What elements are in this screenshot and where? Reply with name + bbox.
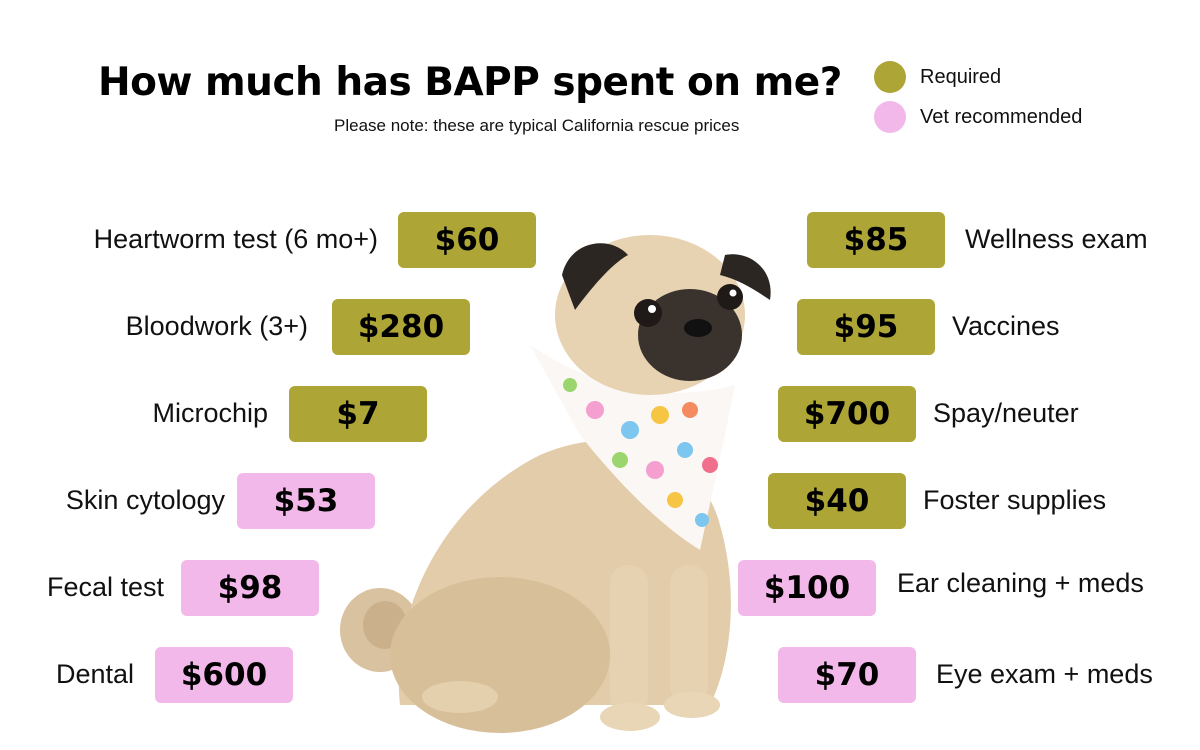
price-badge: $700 bbox=[778, 386, 916, 442]
cost-row-heartworm: Heartworm test (6 mo+) $60 bbox=[0, 212, 540, 268]
legend-required: Required bbox=[874, 61, 1001, 93]
cost-row-ear-cleaning: $100 Ear cleaning + meds bbox=[738, 560, 1193, 616]
price-badge: $53 bbox=[237, 473, 375, 529]
cost-row-dental: Dental $600 bbox=[0, 647, 300, 703]
cost-row-microchip: Microchip $7 bbox=[0, 386, 430, 442]
cost-row-eye-exam: $70 Eye exam + meds bbox=[778, 647, 1193, 703]
price-badge: $98 bbox=[181, 560, 319, 616]
legend-recommended: Vet recommended bbox=[874, 101, 1082, 133]
cost-label: Ear cleaning + meds bbox=[897, 568, 1144, 598]
price-badge: $100 bbox=[738, 560, 876, 616]
cost-row-fecal-test: Fecal test $98 bbox=[0, 560, 320, 616]
legend-required-label: Required bbox=[920, 65, 1002, 88]
page-subtitle: Please note: these are typical Californi… bbox=[334, 116, 740, 135]
cost-label: Bloodwork (3+) bbox=[125, 311, 308, 341]
cost-label: Microchip bbox=[152, 398, 268, 428]
required-dot-icon bbox=[874, 61, 906, 93]
price-badge: $7 bbox=[289, 386, 427, 442]
cost-label: Skin cytology bbox=[65, 485, 225, 515]
cost-row-foster-supplies: $40 Foster supplies bbox=[768, 473, 1188, 529]
cost-label: Wellness exam bbox=[965, 224, 1148, 254]
cost-row-vaccines: $95 Vaccines bbox=[797, 299, 1187, 355]
recommended-dot-icon bbox=[874, 101, 906, 133]
price-badge: $40 bbox=[768, 473, 906, 529]
legend-recommended-label: Vet recommended bbox=[920, 105, 1083, 128]
cost-row-skin-cytology: Skin cytology $53 bbox=[0, 473, 380, 529]
cost-label: Dental bbox=[55, 659, 134, 689]
price-badge: $600 bbox=[155, 647, 293, 703]
page-title: How much has BAPP spent on me? bbox=[98, 60, 842, 105]
price-badge: $95 bbox=[797, 299, 935, 355]
pug-image bbox=[340, 235, 771, 733]
cost-label: Heartworm test (6 mo+) bbox=[93, 224, 378, 254]
price-badge: $60 bbox=[398, 212, 536, 268]
cost-label: Foster supplies bbox=[923, 485, 1107, 515]
cost-label: Fecal test bbox=[46, 572, 164, 602]
price-badge: $280 bbox=[332, 299, 470, 355]
cost-row-spay-neuter: $700 Spay/neuter bbox=[778, 386, 1188, 442]
cost-row-bloodwork: Bloodwork (3+) $280 bbox=[0, 299, 470, 355]
cost-label: Vaccines bbox=[952, 311, 1060, 341]
cost-label: Spay/neuter bbox=[933, 398, 1079, 428]
price-badge: $85 bbox=[807, 212, 945, 268]
cost-label: Eye exam + meds bbox=[936, 659, 1153, 689]
cost-row-wellness-exam: $85 Wellness exam bbox=[807, 212, 1197, 268]
price-badge: $70 bbox=[778, 647, 916, 703]
